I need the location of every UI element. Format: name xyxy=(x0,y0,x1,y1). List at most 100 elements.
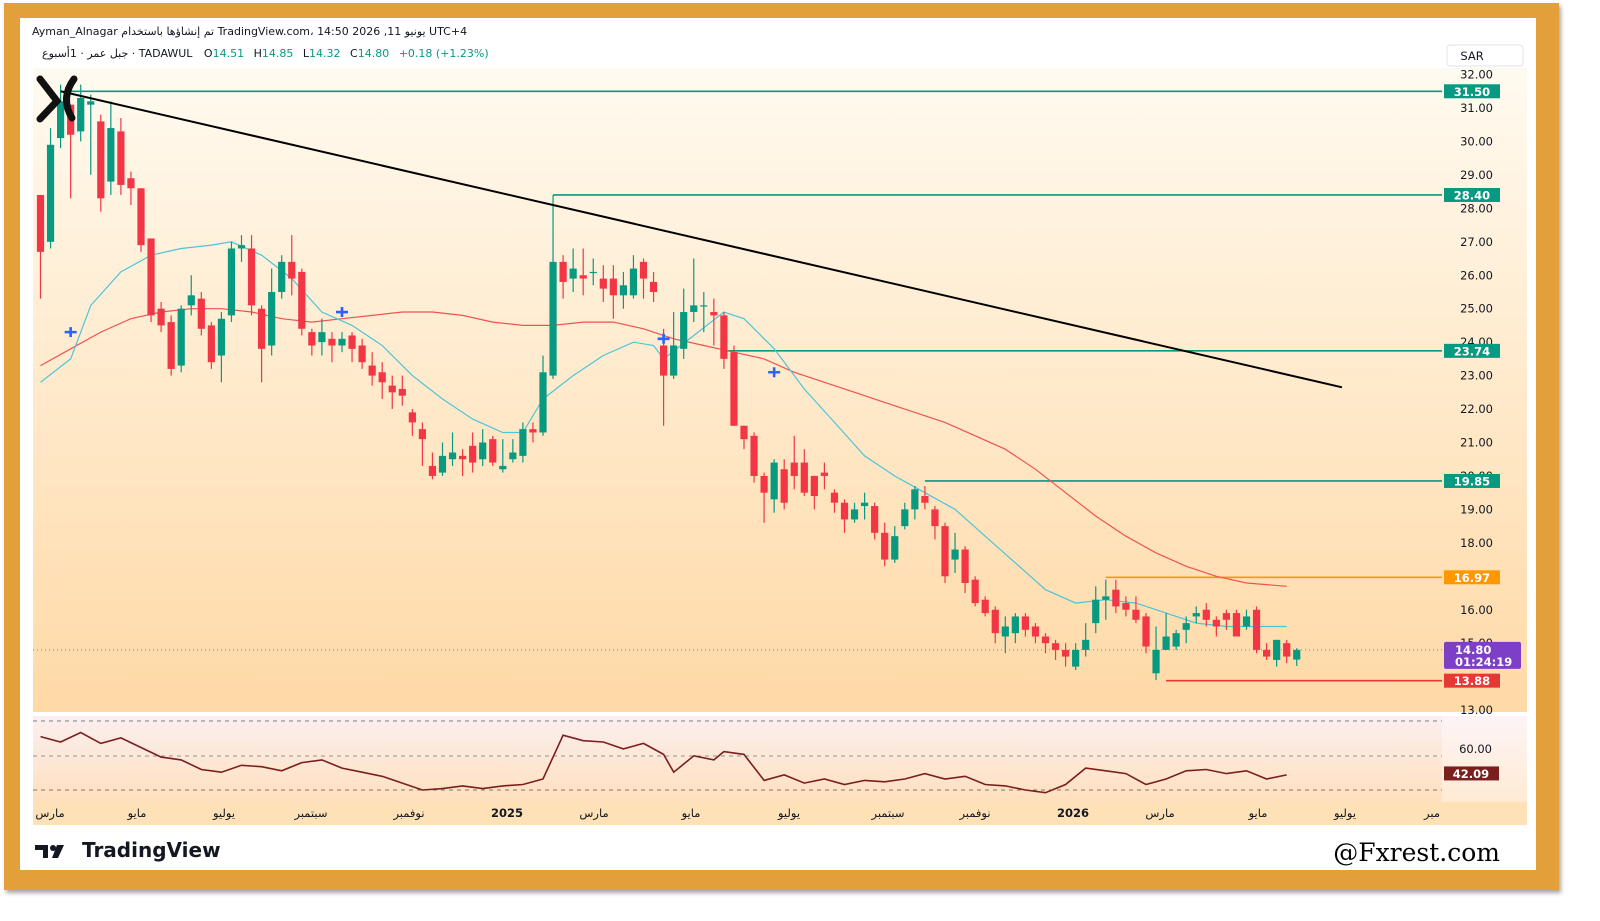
candle-body xyxy=(308,332,316,346)
x-tick-label: مايو xyxy=(127,806,147,821)
x-tick-label: يوليو xyxy=(212,806,235,821)
candle-body xyxy=(549,261,557,376)
candle-body xyxy=(569,268,577,279)
candle-body xyxy=(810,475,818,497)
candle-body xyxy=(187,295,195,306)
candle-body xyxy=(961,549,969,583)
rsi-pane[interactable] xyxy=(33,716,1527,802)
candle-body xyxy=(1112,589,1120,607)
time-scale[interactable]: مارس مايو يوليو سبتمبر نوفمبر 2025 مارس مايو يول… xyxy=(35,806,1440,821)
rsi-tick-label: 60.00 xyxy=(1459,742,1492,756)
rsi-scale-bg xyxy=(1442,716,1527,802)
candle-body xyxy=(800,462,808,493)
level-tag xyxy=(1444,570,1500,585)
candle-body xyxy=(1122,603,1130,610)
x-tick-label: نوفمبر xyxy=(958,806,990,821)
candle-body xyxy=(629,268,638,296)
level-tag xyxy=(1444,84,1500,99)
candle-body xyxy=(268,291,276,346)
candle-body xyxy=(871,506,879,533)
ohlc-c-value: 14.80 xyxy=(358,47,390,60)
candle-body xyxy=(589,271,597,274)
overlays xyxy=(60,90,1343,389)
candle-body xyxy=(901,509,909,527)
candle-body xyxy=(107,128,115,182)
current-price-tag xyxy=(1444,641,1521,669)
candle-body xyxy=(1192,613,1200,617)
candle-body xyxy=(258,308,266,349)
candle-body xyxy=(197,298,205,329)
candle-body xyxy=(348,335,356,349)
candle-body xyxy=(861,502,869,507)
candle-body xyxy=(730,352,738,426)
candle-body xyxy=(1092,599,1100,624)
candle-body xyxy=(951,549,959,560)
y-tick-label: 26.00 xyxy=(1460,268,1493,282)
price-pane[interactable] xyxy=(33,68,1527,712)
rsi-value-tag xyxy=(1444,766,1499,781)
candle-body xyxy=(780,469,788,503)
candle-body xyxy=(87,101,95,105)
candle-body xyxy=(1062,649,1070,657)
y-tick-label: 28.00 xyxy=(1460,201,1493,215)
rsi-indicator: 60.00 42.09 xyxy=(40,731,1499,794)
candle-body xyxy=(529,429,537,433)
candle-body xyxy=(820,472,828,476)
symbol-text: جبل عمر · 1أسبوع · TADAWUL xyxy=(42,46,193,60)
candle-body xyxy=(599,278,607,289)
candle-body xyxy=(1182,623,1190,630)
candle-body xyxy=(278,261,286,292)
y-tick-label: 21.00 xyxy=(1460,436,1493,450)
signal-plus-icon xyxy=(657,333,670,344)
candle-body xyxy=(1142,616,1150,647)
tradingview-logo-icon xyxy=(35,845,64,858)
horizontal-levels xyxy=(33,90,1442,682)
signal-plus-icon xyxy=(768,367,781,378)
candle-body xyxy=(1011,616,1019,634)
rsi-line xyxy=(40,731,1287,794)
candle-body xyxy=(850,509,859,520)
x-tick-label: سبتمبر xyxy=(293,806,327,821)
y-tick-label: 32.00 xyxy=(1460,68,1493,82)
candle-body xyxy=(519,429,527,456)
candle-body xyxy=(288,261,296,279)
candle-body xyxy=(97,121,105,199)
header-line: Ayman_Alnagar تم إنشاؤها باستخدام Tradin… xyxy=(32,25,467,38)
candle-body xyxy=(368,365,376,376)
level-tag-label: 28.40 xyxy=(1454,188,1490,202)
currency-box[interactable] xyxy=(1446,44,1524,67)
level-tag-label: 31.50 xyxy=(1454,85,1490,99)
x-tick-label: 2026 xyxy=(1057,806,1089,820)
candle-body xyxy=(1212,619,1220,627)
y-tick-label: 13.00 xyxy=(1460,703,1493,717)
candle-body xyxy=(931,509,939,527)
candle-body xyxy=(207,325,215,363)
x-tick-label: نوفمبر xyxy=(392,806,424,821)
candle-body xyxy=(1232,613,1241,637)
candle-body xyxy=(509,452,517,460)
candle-body xyxy=(1031,626,1040,637)
candle-body xyxy=(680,312,688,349)
candle-body xyxy=(1202,609,1210,620)
candle-body xyxy=(1152,649,1160,674)
candle-body xyxy=(77,97,85,132)
candle-body xyxy=(459,455,467,460)
candle-body xyxy=(247,248,256,306)
candle-body xyxy=(1273,639,1281,660)
candle-body xyxy=(499,465,507,470)
level-tag xyxy=(1444,673,1500,688)
candle-body xyxy=(57,101,65,139)
y-tick-label: 29.00 xyxy=(1460,168,1493,182)
y-tick-label: 18.00 xyxy=(1460,536,1493,550)
candle-body xyxy=(1082,639,1090,650)
x-tick-label: مبر xyxy=(1423,806,1440,821)
ohlc-o-label: O xyxy=(204,47,213,60)
rsi-value-label: 42.09 xyxy=(1453,767,1489,781)
candle-body xyxy=(1041,636,1050,644)
candle-body xyxy=(1132,609,1140,620)
price-tags: 31.50 28.40 23.74 19.85 16.97 13.88 14.8001:24… xyxy=(1444,84,1521,688)
candle-body xyxy=(991,609,999,634)
candles xyxy=(36,84,1301,680)
level-tag-label: 16.97 xyxy=(1454,571,1490,585)
